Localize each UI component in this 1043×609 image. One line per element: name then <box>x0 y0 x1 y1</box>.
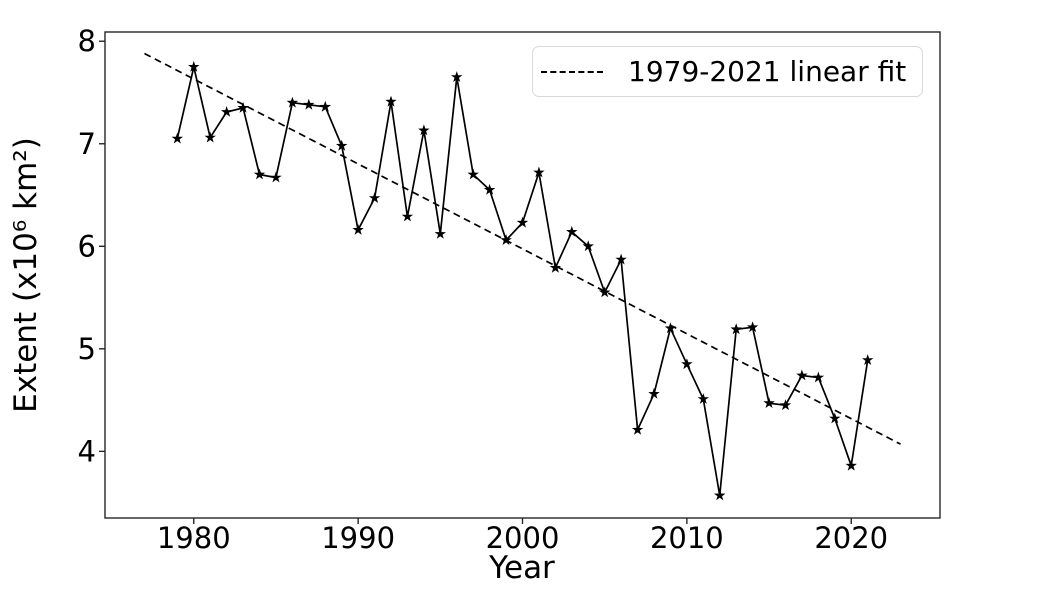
x-tick-label: 1990 <box>321 521 395 555</box>
data-point-marker <box>582 240 594 252</box>
data-point-marker <box>220 106 233 117</box>
legend: 1979-2021 linear fit <box>532 46 923 97</box>
data-point-marker <box>714 489 726 501</box>
y-tick-label: 6 <box>78 229 96 263</box>
y-axis-label: Extent (x10⁶ km²) <box>8 137 44 413</box>
data-point-marker <box>286 96 299 108</box>
data-point-marker <box>730 323 742 335</box>
data-point-marker <box>845 459 857 471</box>
x-tick-label: 2010 <box>650 521 724 555</box>
x-tick-label: 2000 <box>486 521 560 555</box>
data-point-marker <box>812 371 825 383</box>
data-line <box>176 66 869 496</box>
legend-entry-label: 1979-2021 linear fit <box>628 54 907 88</box>
data-point-marker <box>500 234 512 245</box>
data-point-marker <box>746 321 759 333</box>
data-point-marker <box>319 100 331 112</box>
y-tick-label: 7 <box>78 127 96 161</box>
data-point-marker <box>270 171 282 183</box>
trend-line <box>144 52 901 445</box>
data-point-marker <box>681 358 693 370</box>
data-point-marker <box>631 423 644 435</box>
data-point-marker <box>862 354 874 365</box>
data-point-marker <box>352 223 364 235</box>
data-point-marker <box>336 139 348 151</box>
data-point-marker <box>451 71 463 82</box>
x-tick-label: 1980 <box>157 521 231 555</box>
y-tick-label: 5 <box>78 332 96 366</box>
data-point-marker <box>566 225 578 237</box>
data-point-marker <box>303 98 315 110</box>
data-point-marker <box>664 322 677 334</box>
data-point-marker <box>763 397 775 408</box>
data-point-marker <box>599 286 611 298</box>
data-point-marker <box>648 387 660 399</box>
legend-dashed-line-sample <box>541 70 603 73</box>
x-axis-label: Year <box>488 550 555 586</box>
data-point-marker <box>483 183 496 195</box>
plot-frame <box>104 31 941 519</box>
data-point-marker <box>549 261 562 273</box>
data-point-marker <box>697 393 709 404</box>
data-point-marker <box>418 124 430 136</box>
data-point-marker <box>434 228 446 239</box>
data-point-marker <box>385 95 397 107</box>
data-point-marker <box>829 412 841 424</box>
data-point-marker <box>401 210 414 222</box>
y-tick-label: 8 <box>78 24 96 58</box>
data-point-marker <box>533 166 545 178</box>
data-point-marker <box>368 192 381 203</box>
data-point-marker <box>253 168 266 180</box>
data-point-marker <box>467 168 479 180</box>
data-point-marker <box>796 369 808 381</box>
y-tick-label: 4 <box>78 434 96 468</box>
data-point-marker <box>779 399 792 411</box>
data-point-marker <box>171 132 183 144</box>
data-point-marker <box>615 253 627 265</box>
data-point-marker <box>188 60 200 72</box>
data-point-marker <box>237 101 249 113</box>
x-tick-label: 2020 <box>814 521 888 555</box>
data-point-marker <box>516 216 529 228</box>
data-point-marker <box>204 131 216 143</box>
